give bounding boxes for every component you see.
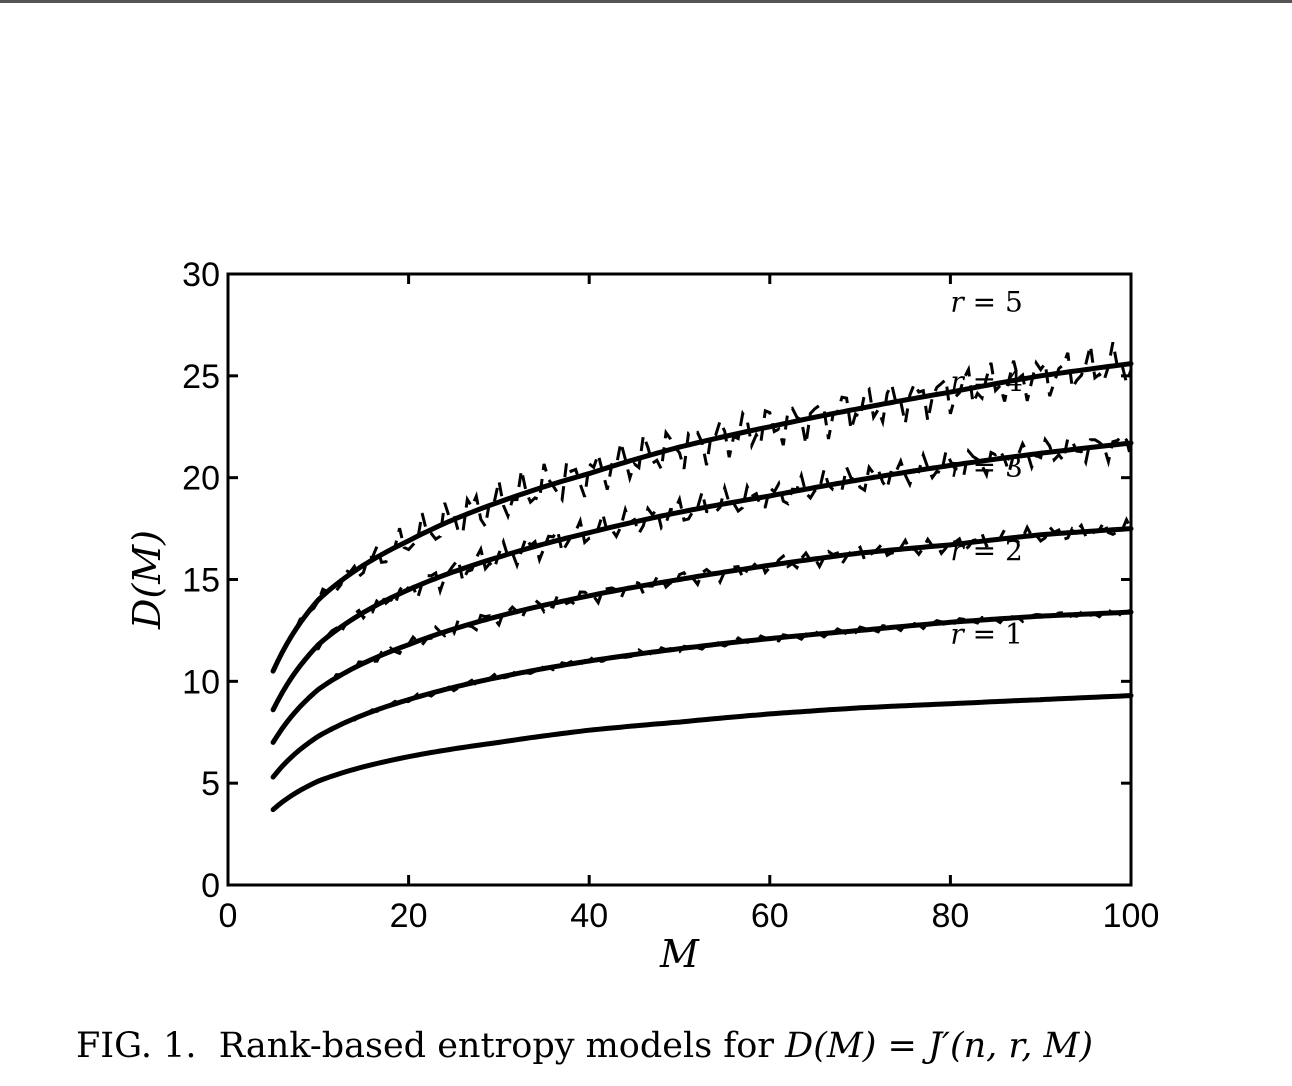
curves-layer: [270, 342, 1134, 813]
series-line-r4: [270, 440, 1134, 713]
series-label-r5: r = 5: [950, 286, 1022, 319]
y-tick-label-10: 10: [182, 663, 220, 701]
series-line-r5: [270, 361, 1134, 674]
series-noisy-r3: [271, 516, 1133, 744]
y-tick-label-25: 25: [182, 358, 220, 396]
y-tick-label-20: 20: [182, 460, 220, 498]
x-tick-label-100: 100: [1103, 897, 1160, 935]
entropy-chart: 0 20 40 60 80 100 0 5 10 15 20 25 30 r = 1 r = 2 r = 3…: [125, 256, 1159, 976]
top-rule: [0, 0, 1292, 3]
y-axis-title: D(M): [125, 530, 169, 630]
series-line-r1: [270, 693, 1134, 813]
x-tick-label-20: 20: [390, 897, 428, 935]
series-label-r2: r = 2: [950, 534, 1022, 567]
caption-text: Rank-based entropy models for: [218, 1026, 786, 1066]
series-label-r3: r = 3: [950, 451, 1022, 484]
caption-prefix: FIG. 1.: [76, 1026, 197, 1066]
y-tick-label-30: 30: [182, 256, 220, 294]
series-noisy-r1: [272, 693, 1132, 811]
y-tick-label-0: 0: [201, 867, 220, 905]
series-line-r3: [270, 526, 1134, 745]
caption-formula-rhs: J′: [927, 1026, 950, 1066]
tick-labels-layer: 0 20 40 60 80 100 0 5 10 15 20 25 30: [182, 256, 1159, 935]
figure-caption: FIG. 1. Rank-based entropy models for D(…: [76, 1026, 1276, 1066]
caption-formula-eq: =: [876, 1026, 928, 1066]
y-tick-label-5: 5: [201, 765, 220, 803]
caption-formula-lhs: D: [785, 1026, 814, 1066]
x-tick-label-0: 0: [219, 897, 238, 935]
x-axis-title: M: [659, 932, 700, 976]
series-labels-layer: r = 1 r = 2 r = 3 r = 4 r = 5: [950, 286, 1022, 651]
series-label-r1: r = 1: [950, 618, 1022, 651]
y-tick-label-15: 15: [182, 562, 220, 600]
plot-frame: [226, 272, 1133, 887]
x-tick-label-80: 80: [931, 897, 969, 935]
caption-formula-rhs-args: (n, r, M): [949, 1026, 1094, 1066]
x-tick-label-60: 60: [751, 897, 789, 935]
caption-formula-lhs-arg: (M): [813, 1026, 877, 1066]
series-label-r4: r = 4: [950, 365, 1022, 398]
x-tick-label-40: 40: [570, 897, 608, 935]
series-line-r2: [270, 609, 1134, 780]
